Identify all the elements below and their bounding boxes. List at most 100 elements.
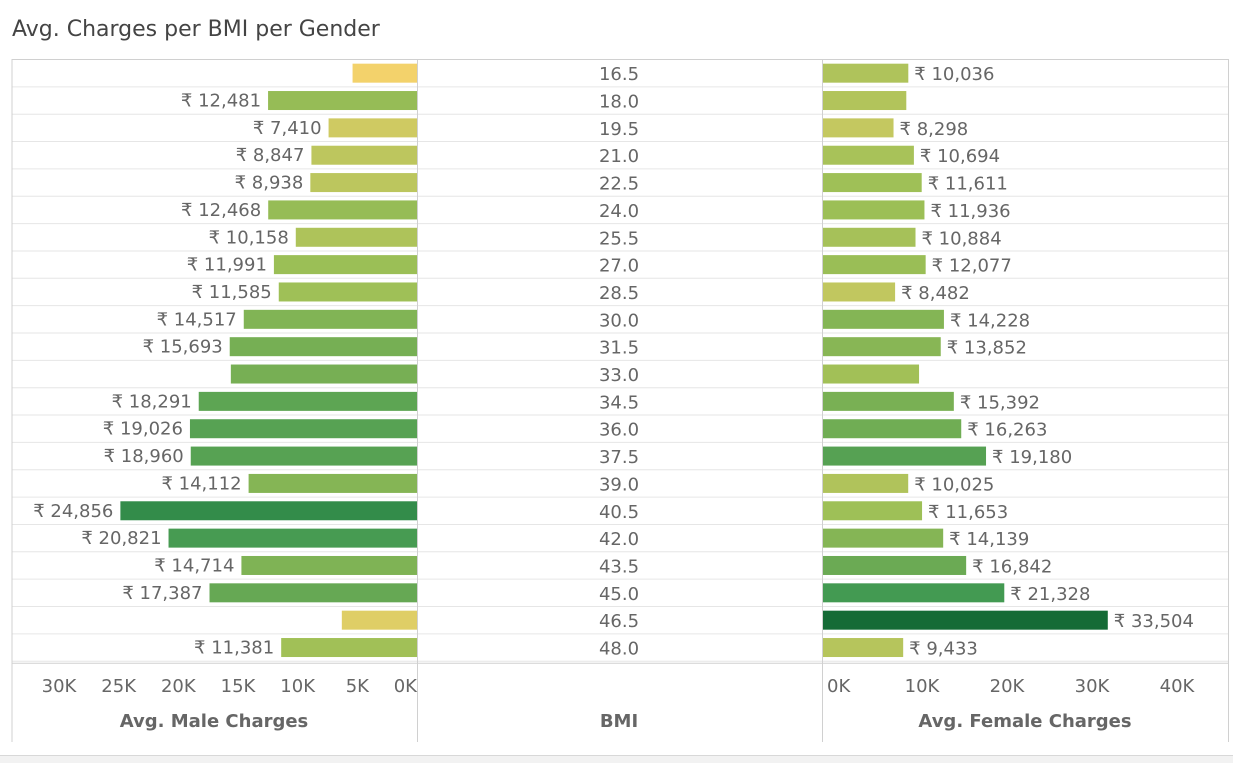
male-bar[interactable] — [241, 555, 417, 575]
female-bar[interactable] — [823, 364, 920, 384]
male-bar[interactable] — [229, 337, 417, 357]
female-bar[interactable] — [823, 583, 1005, 603]
female-data-labels: ₹ 10,036 ₹ 8,298 ₹ 10,694 ₹ 11,611 ₹ 11,936 ₹… — [900, 64, 1194, 659]
male-data-label: ₹ 17,387 — [122, 583, 202, 604]
bmi-category-label: 45.0 — [599, 584, 639, 605]
female-data-label: ₹ 14,139 — [949, 529, 1029, 550]
bmi-category-label: 25.5 — [599, 228, 639, 249]
female-bar[interactable] — [823, 337, 941, 357]
male-axis-tick-label: 25K — [101, 676, 137, 697]
female-bar[interactable] — [823, 63, 909, 83]
male-data-label: ₹ 11,991 — [187, 255, 267, 276]
male-data-label: ₹ 15,693 — [143, 337, 223, 358]
male-axis-tick-label: 5K — [346, 676, 370, 697]
bmi-category-label: 43.5 — [599, 556, 639, 577]
male-axis-tick-label: 20K — [161, 676, 197, 697]
male-bar[interactable] — [281, 638, 417, 658]
female-bar[interactable] — [823, 118, 894, 138]
male-axis-tick-label: 0K — [394, 676, 418, 697]
female-data-label: ₹ 10,694 — [920, 146, 1000, 167]
male-data-label: ₹ 20,821 — [81, 528, 161, 549]
female-bar[interactable] — [823, 145, 914, 165]
bmi-category-label: 40.5 — [599, 502, 639, 523]
female-data-label: ₹ 33,504 — [1114, 611, 1194, 632]
female-data-label: ₹ 8,298 — [900, 119, 969, 140]
male-data-label: ₹ 18,291 — [112, 391, 192, 412]
male-data-label: ₹ 18,960 — [104, 446, 184, 467]
bmi-category-label: 48.0 — [599, 639, 639, 660]
male-bar[interactable] — [190, 446, 417, 466]
male-data-label: ₹ 14,714 — [154, 555, 234, 576]
female-data-label: ₹ 10,884 — [922, 228, 1002, 249]
female-bar[interactable] — [823, 227, 916, 247]
bmi-category-label: 18.0 — [599, 92, 639, 113]
female-data-label: ₹ 21,328 — [1010, 584, 1090, 605]
bmi-category-label: 27.0 — [599, 256, 639, 277]
female-bar[interactable] — [823, 173, 922, 193]
female-data-label: ₹ 11,653 — [928, 502, 1008, 523]
female-data-label: ₹ 9,433 — [909, 639, 978, 660]
male-bar[interactable] — [278, 282, 417, 302]
female-bar[interactable] — [823, 91, 907, 111]
male-data-label: ₹ 14,112 — [161, 473, 241, 494]
male-bar[interactable] — [268, 91, 417, 111]
male-data-label: ₹ 11,585 — [192, 282, 272, 303]
male-bar[interactable] — [268, 200, 417, 220]
male-bar[interactable] — [198, 391, 417, 411]
male-bar[interactable] — [248, 473, 417, 493]
female-data-label: ₹ 16,263 — [967, 420, 1047, 441]
female-axis-tick-label: 0K — [827, 676, 851, 697]
male-bar[interactable] — [189, 419, 417, 439]
female-bar[interactable] — [823, 282, 896, 302]
female-data-label: ₹ 16,842 — [972, 556, 1052, 577]
female-bar[interactable] — [823, 501, 923, 521]
male-bar[interactable] — [168, 528, 417, 548]
female-data-label: ₹ 10,025 — [914, 474, 994, 495]
female-bar[interactable] — [823, 555, 967, 575]
female-bar[interactable] — [823, 446, 987, 466]
male-bar[interactable] — [273, 255, 417, 275]
male-bar[interactable] — [352, 63, 417, 83]
female-bar[interactable] — [823, 391, 954, 411]
female-bar[interactable] — [823, 473, 909, 493]
bmi-category-label: 24.0 — [599, 201, 639, 222]
female-bar[interactable] — [823, 255, 926, 275]
female-data-label: ₹ 11,611 — [928, 174, 1008, 195]
grid-lines — [12, 59, 1228, 662]
male-bar[interactable] — [328, 118, 417, 138]
male-bar[interactable] — [310, 173, 417, 193]
bmi-category-label: 31.5 — [599, 338, 639, 359]
female-data-label: ₹ 12,077 — [932, 256, 1012, 277]
bmi-category-label: 28.5 — [599, 283, 639, 304]
bmi-category-label: 30.0 — [599, 310, 639, 331]
bmi-category-label: 36.0 — [599, 420, 639, 441]
male-data-label: ₹ 8,847 — [236, 145, 305, 166]
male-bar[interactable] — [209, 583, 417, 603]
female-bar[interactable] — [823, 200, 925, 220]
female-axis: 0K 10K 20K 30K 40K — [827, 676, 1196, 697]
horizontal-scrollbar-track — [0, 755, 1233, 763]
female-bar[interactable] — [823, 638, 904, 658]
female-axis-tick-label: 10K — [905, 676, 941, 697]
male-bar[interactable] — [243, 309, 417, 329]
male-data-label: ₹ 14,517 — [157, 309, 237, 330]
female-bars-group — [823, 63, 1108, 658]
female-axis-tick-label: 30K — [1075, 676, 1111, 697]
female-axis-tick-label: 40K — [1160, 676, 1196, 697]
female-data-label: ₹ 19,180 — [992, 447, 1072, 468]
male-data-label: ₹ 11,381 — [194, 638, 274, 659]
male-bar[interactable] — [230, 364, 417, 384]
female-data-label: ₹ 13,852 — [947, 338, 1027, 359]
male-bar[interactable] — [311, 145, 417, 165]
male-bar[interactable] — [295, 227, 417, 247]
female-bar[interactable] — [823, 610, 1108, 630]
male-axis-tick-label: 30K — [42, 676, 78, 697]
bmi-category-label: 19.5 — [599, 119, 639, 140]
female-data-label: ₹ 15,392 — [960, 392, 1040, 413]
male-bar[interactable] — [120, 501, 417, 521]
male-bar[interactable] — [341, 610, 417, 630]
female-bar[interactable] — [823, 528, 944, 548]
female-bar[interactable] — [823, 309, 944, 329]
female-bar[interactable] — [823, 419, 962, 439]
bmi-category-label: 34.5 — [599, 392, 639, 413]
